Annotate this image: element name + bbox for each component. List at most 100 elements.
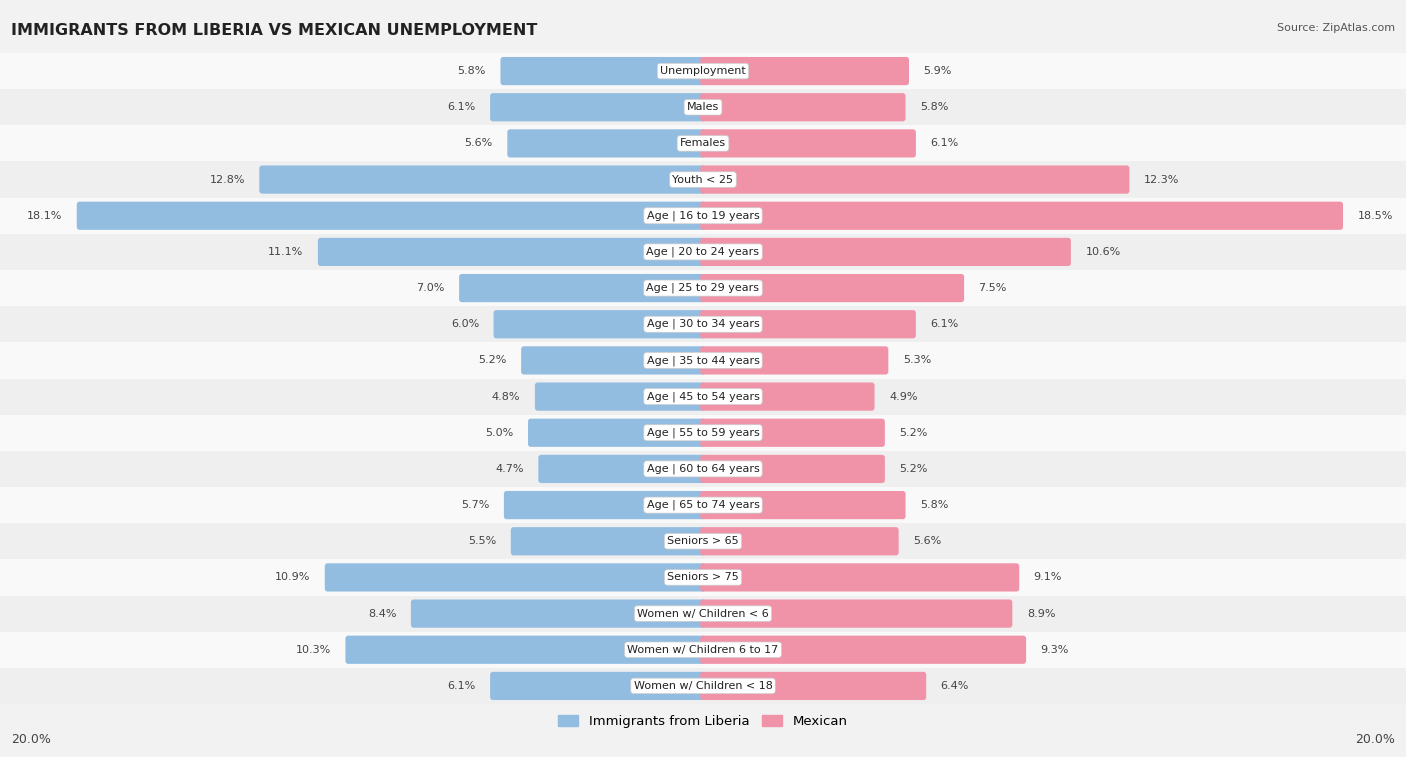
Text: Age | 65 to 74 years: Age | 65 to 74 years <box>647 500 759 510</box>
Text: 7.5%: 7.5% <box>979 283 1007 293</box>
Bar <box>0 342 1406 378</box>
Legend: Immigrants from Liberia, Mexican: Immigrants from Liberia, Mexican <box>553 709 853 734</box>
FancyBboxPatch shape <box>77 201 706 230</box>
FancyBboxPatch shape <box>700 636 1026 664</box>
FancyBboxPatch shape <box>534 382 706 411</box>
FancyBboxPatch shape <box>508 129 706 157</box>
Bar <box>0 559 1406 596</box>
FancyBboxPatch shape <box>700 310 915 338</box>
Text: 5.8%: 5.8% <box>920 102 949 112</box>
FancyBboxPatch shape <box>700 382 875 411</box>
Text: Unemployment: Unemployment <box>661 66 745 76</box>
Text: 6.0%: 6.0% <box>451 319 479 329</box>
Text: Age | 60 to 64 years: Age | 60 to 64 years <box>647 464 759 474</box>
Bar <box>0 596 1406 631</box>
Text: 5.3%: 5.3% <box>903 356 931 366</box>
Text: 10.6%: 10.6% <box>1085 247 1121 257</box>
Text: 8.9%: 8.9% <box>1026 609 1056 618</box>
FancyBboxPatch shape <box>700 346 889 375</box>
Text: 7.0%: 7.0% <box>416 283 444 293</box>
FancyBboxPatch shape <box>491 93 706 121</box>
Text: Source: ZipAtlas.com: Source: ZipAtlas.com <box>1277 23 1395 33</box>
Text: 5.2%: 5.2% <box>478 356 506 366</box>
Text: 5.6%: 5.6% <box>912 536 942 547</box>
Text: Seniors > 65: Seniors > 65 <box>668 536 738 547</box>
Text: Youth < 25: Youth < 25 <box>672 175 734 185</box>
FancyBboxPatch shape <box>700 491 905 519</box>
Text: Women w/ Children 6 to 17: Women w/ Children 6 to 17 <box>627 645 779 655</box>
FancyBboxPatch shape <box>700 93 905 121</box>
Text: Age | 35 to 44 years: Age | 35 to 44 years <box>647 355 759 366</box>
FancyBboxPatch shape <box>700 129 915 157</box>
Text: 8.4%: 8.4% <box>368 609 396 618</box>
Text: Males: Males <box>688 102 718 112</box>
Bar <box>0 89 1406 126</box>
Text: 12.8%: 12.8% <box>209 175 245 185</box>
FancyBboxPatch shape <box>700 455 884 483</box>
Text: 6.1%: 6.1% <box>931 319 959 329</box>
FancyBboxPatch shape <box>700 166 1129 194</box>
Bar <box>0 668 1406 704</box>
FancyBboxPatch shape <box>325 563 706 591</box>
FancyBboxPatch shape <box>700 57 910 86</box>
Text: 6.4%: 6.4% <box>941 681 969 691</box>
Text: 5.6%: 5.6% <box>464 139 494 148</box>
Text: 4.9%: 4.9% <box>889 391 918 401</box>
FancyBboxPatch shape <box>491 671 706 700</box>
Text: Age | 25 to 29 years: Age | 25 to 29 years <box>647 283 759 293</box>
Text: Age | 30 to 34 years: Age | 30 to 34 years <box>647 319 759 329</box>
Text: 11.1%: 11.1% <box>269 247 304 257</box>
FancyBboxPatch shape <box>510 527 706 556</box>
Text: Age | 20 to 24 years: Age | 20 to 24 years <box>647 247 759 257</box>
Text: 9.3%: 9.3% <box>1040 645 1069 655</box>
Text: 5.0%: 5.0% <box>485 428 513 438</box>
FancyBboxPatch shape <box>318 238 706 266</box>
FancyBboxPatch shape <box>503 491 706 519</box>
FancyBboxPatch shape <box>259 166 706 194</box>
Bar <box>0 234 1406 270</box>
FancyBboxPatch shape <box>700 563 1019 591</box>
Text: 18.1%: 18.1% <box>27 210 62 221</box>
Text: Seniors > 75: Seniors > 75 <box>666 572 740 582</box>
Text: 5.9%: 5.9% <box>924 66 952 76</box>
Text: IMMIGRANTS FROM LIBERIA VS MEXICAN UNEMPLOYMENT: IMMIGRANTS FROM LIBERIA VS MEXICAN UNEMP… <box>11 23 537 38</box>
FancyBboxPatch shape <box>700 419 884 447</box>
Text: 5.8%: 5.8% <box>920 500 949 510</box>
Text: 10.3%: 10.3% <box>295 645 330 655</box>
Text: 12.3%: 12.3% <box>1144 175 1180 185</box>
FancyBboxPatch shape <box>700 671 927 700</box>
Text: 5.2%: 5.2% <box>900 428 928 438</box>
Bar <box>0 523 1406 559</box>
FancyBboxPatch shape <box>700 527 898 556</box>
Text: 6.1%: 6.1% <box>447 102 475 112</box>
Text: 10.9%: 10.9% <box>276 572 311 582</box>
Bar <box>0 126 1406 161</box>
Bar <box>0 306 1406 342</box>
FancyBboxPatch shape <box>494 310 706 338</box>
Text: Age | 55 to 59 years: Age | 55 to 59 years <box>647 428 759 438</box>
Bar <box>0 631 1406 668</box>
Bar <box>0 487 1406 523</box>
Text: 18.5%: 18.5% <box>1358 210 1393 221</box>
Bar <box>0 415 1406 451</box>
Text: 20.0%: 20.0% <box>11 733 51 746</box>
Text: 9.1%: 9.1% <box>1033 572 1062 582</box>
Text: Age | 16 to 19 years: Age | 16 to 19 years <box>647 210 759 221</box>
Text: Age | 45 to 54 years: Age | 45 to 54 years <box>647 391 759 402</box>
Bar <box>0 270 1406 306</box>
Text: 5.8%: 5.8% <box>457 66 486 76</box>
Bar <box>0 53 1406 89</box>
Text: 4.7%: 4.7% <box>495 464 524 474</box>
Text: 5.5%: 5.5% <box>468 536 496 547</box>
FancyBboxPatch shape <box>529 419 706 447</box>
Text: Women w/ Children < 18: Women w/ Children < 18 <box>634 681 772 691</box>
Text: 6.1%: 6.1% <box>931 139 959 148</box>
Text: Women w/ Children < 6: Women w/ Children < 6 <box>637 609 769 618</box>
FancyBboxPatch shape <box>346 636 706 664</box>
Text: 5.7%: 5.7% <box>461 500 489 510</box>
FancyBboxPatch shape <box>460 274 706 302</box>
FancyBboxPatch shape <box>501 57 706 86</box>
Text: Females: Females <box>681 139 725 148</box>
FancyBboxPatch shape <box>411 600 706 628</box>
FancyBboxPatch shape <box>700 201 1343 230</box>
